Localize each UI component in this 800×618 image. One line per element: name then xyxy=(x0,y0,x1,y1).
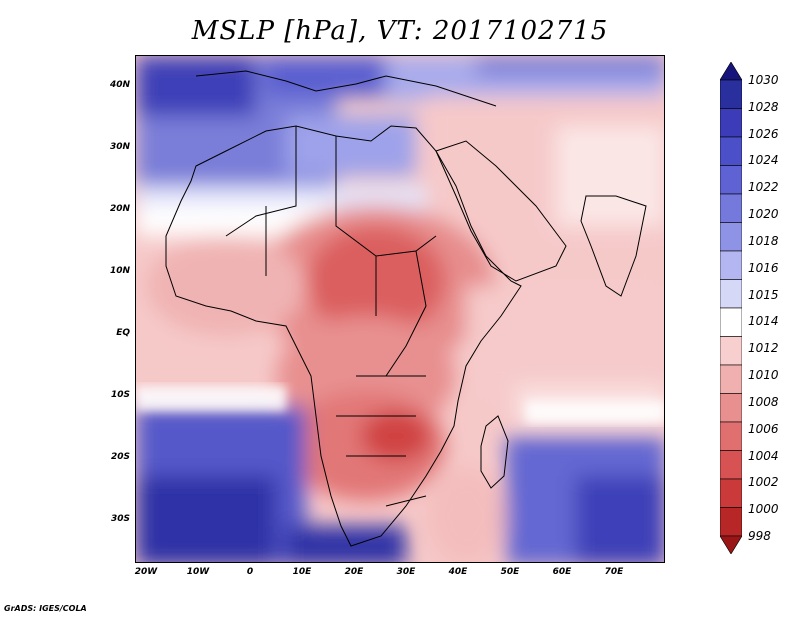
colorbar-label: 1018 xyxy=(748,233,779,248)
map-title: MSLP [hPa], VT: 2017102715 xyxy=(191,16,609,46)
lon-tick-label: 10E xyxy=(292,567,312,577)
colorbar-label: 1015 xyxy=(748,287,779,302)
colorbar-bottom-arrow xyxy=(720,535,742,554)
lon-tick-label: 30E xyxy=(396,567,416,577)
lon-tick-label: 60E xyxy=(552,567,572,577)
colorbar-label: 1012 xyxy=(748,341,779,356)
colorbar-label: 1016 xyxy=(748,260,779,275)
colorbar-label: 1024 xyxy=(748,153,779,168)
colorbar-segment xyxy=(720,108,742,138)
colorbar-label: 1026 xyxy=(748,126,779,141)
colorbar-segment xyxy=(720,222,742,252)
lat-tick-label: 40N xyxy=(109,80,130,90)
colorbar-label: 1000 xyxy=(748,502,779,517)
colorbar-segment xyxy=(720,193,742,223)
footer-credit: GrADS: IGES/COLA xyxy=(4,604,87,613)
colorbar-label: 998 xyxy=(748,529,771,543)
colorbar-segment xyxy=(720,307,742,337)
lon-tick-label: 10W xyxy=(186,567,210,577)
lat-tick-label: 20N xyxy=(109,204,130,214)
colorbar-label: 1002 xyxy=(748,475,779,490)
colorbar-segment xyxy=(720,136,742,166)
colorbar-label: 1008 xyxy=(748,394,779,409)
pressure-field xyxy=(136,56,664,562)
lon-tick-label: 20W xyxy=(134,567,158,577)
lon-tick-label: 20E xyxy=(344,567,364,577)
colorbar-segment xyxy=(720,364,742,394)
lat-tick-label: EQ xyxy=(116,328,130,338)
colorbar xyxy=(720,62,742,554)
lat-tick-label: 10N xyxy=(109,266,130,276)
colorbar-segment xyxy=(720,279,742,309)
lon-tick-label: 0 xyxy=(246,567,254,577)
colorbar-label: 1020 xyxy=(748,207,779,222)
lon-tick-label: 50E xyxy=(500,567,520,577)
colorbar-segment xyxy=(720,450,742,480)
lon-tick-label: 70E xyxy=(604,567,624,577)
colorbar-segment xyxy=(720,165,742,195)
colorbar-segment xyxy=(720,336,742,366)
colorbar-label: 1028 xyxy=(748,99,779,114)
lat-tick-label: 30S xyxy=(110,514,130,524)
colorbar-segment xyxy=(720,507,742,537)
coastline xyxy=(165,70,647,547)
colorbar-segment xyxy=(720,250,742,280)
colorbar-segment xyxy=(720,393,742,423)
colorbar-label: 1014 xyxy=(748,314,779,329)
colorbar-segment xyxy=(720,79,742,109)
colorbar-label: 1030 xyxy=(748,73,779,87)
pressure-map[interactable] xyxy=(135,55,665,563)
lon-tick-label: 40E xyxy=(448,567,468,577)
colorbar-label: 1006 xyxy=(748,421,779,436)
colorbar-label: 1004 xyxy=(748,448,779,463)
colorbar-label: 1010 xyxy=(748,368,779,383)
lat-tick-label: 20S xyxy=(110,452,130,462)
lat-tick-label: 10S xyxy=(110,390,130,400)
colorbar-segment xyxy=(720,478,742,508)
colorbar-label: 1022 xyxy=(748,180,779,195)
colorbar-top-arrow xyxy=(720,62,742,81)
colorbar-segment xyxy=(720,421,742,451)
lat-tick-label: 30N xyxy=(109,142,130,152)
